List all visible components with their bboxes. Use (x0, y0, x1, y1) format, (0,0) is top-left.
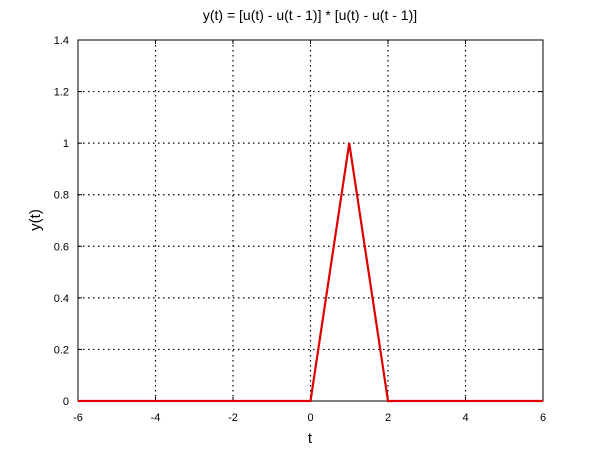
y-tick-label: 0.8 (54, 190, 69, 202)
x-tick-label: -4 (151, 412, 161, 424)
chart-title: y(t) = [u(t) - u(t - 1)] * [u(t) - u(t -… (203, 7, 417, 23)
series-line (78, 142, 543, 403)
x-tick-label: -2 (228, 412, 238, 424)
x-axis-label: t (308, 430, 313, 447)
y-axis-label: y(t) (27, 209, 44, 231)
x-tick-label: 2 (385, 412, 391, 424)
y-tick-label: 1.4 (54, 35, 69, 47)
x-tick-labels: -6 -4 -2 0 2 4 6 (73, 412, 546, 424)
x-tick-label: 6 (540, 412, 546, 424)
y-tick-labels: 0 0.2 0.4 0.6 0.8 1 1.2 1.4 (54, 35, 69, 408)
grid (78, 40, 543, 401)
series-group (78, 142, 543, 403)
y-tick-label: 1 (63, 138, 69, 150)
x-tick-label: 4 (462, 412, 468, 424)
y-tick-label: 0.6 (54, 241, 69, 253)
y-tick-label: 0 (63, 396, 69, 408)
x-tick-label: 0 (307, 412, 313, 424)
y-tick-label: 0.4 (54, 293, 69, 305)
y-tick-label: 1.2 (54, 87, 69, 99)
y-tick-label: 0.2 (54, 344, 69, 356)
x-tick-label: -6 (73, 412, 83, 424)
